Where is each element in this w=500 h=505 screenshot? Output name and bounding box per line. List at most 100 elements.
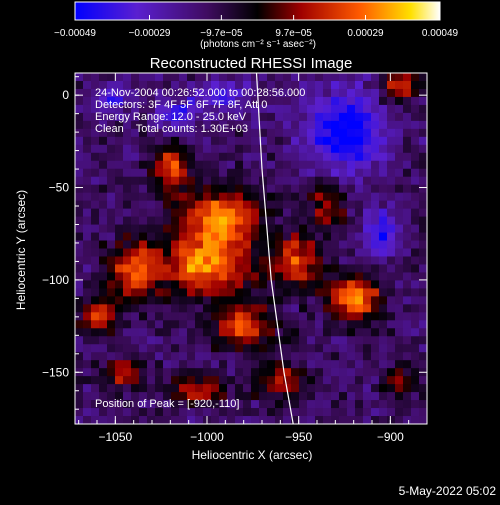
heatmap-cell <box>219 184 228 194</box>
heatmap-cell <box>107 208 116 218</box>
heatmap-cell <box>83 240 92 250</box>
heatmap-cell <box>107 408 116 417</box>
heatmap-cell <box>179 80 188 90</box>
heatmap-cell <box>171 136 180 146</box>
heatmap-cell <box>91 320 100 329</box>
heatmap-cell <box>219 176 228 186</box>
heatmap-cell <box>411 224 420 234</box>
heatmap-cell <box>267 73 276 82</box>
heatmap-cell <box>187 344 196 353</box>
heatmap-cell <box>219 80 228 90</box>
heatmap-cell <box>371 168 380 178</box>
heatmap-cell <box>411 136 420 146</box>
heatmap-cell <box>379 152 388 162</box>
heatmap-cell <box>219 224 228 234</box>
heatmap-cell <box>363 392 372 401</box>
heatmap-cell <box>99 176 108 186</box>
heatmap-cell <box>227 336 236 345</box>
heatmap-cell <box>99 376 108 385</box>
heatmap-cell <box>179 392 188 401</box>
heatmap-cell <box>291 288 300 297</box>
heatmap-cell <box>283 312 292 321</box>
heatmap-cell <box>411 312 420 321</box>
heatmap-cell <box>131 104 140 114</box>
heatmap-cell <box>363 104 372 114</box>
heatmap-cell <box>363 224 372 234</box>
heatmap-cell <box>419 80 427 90</box>
heatmap-cell <box>83 136 92 146</box>
heatmap-cell <box>235 256 244 266</box>
heatmap-cell <box>75 88 84 98</box>
heatmap-cell <box>411 384 420 393</box>
heatmap-cell <box>299 168 308 178</box>
heatmap-cell <box>371 96 380 106</box>
heatmap-cell <box>371 376 380 385</box>
heatmap-cell <box>291 416 300 424</box>
heatmap-cell <box>227 360 236 369</box>
heatmap-cell <box>211 320 220 329</box>
heatmap-cell <box>267 400 276 409</box>
heatmap-cell <box>75 312 84 321</box>
heatmap-cell <box>275 392 284 401</box>
heatmap-cell <box>115 200 124 210</box>
heatmap-cell <box>171 184 180 194</box>
heatmap-cell <box>147 112 156 122</box>
heatmap-cell <box>419 192 427 202</box>
heatmap-cell <box>251 264 260 274</box>
heatmap-cell <box>419 328 427 337</box>
heatmap-cell <box>411 168 420 178</box>
heatmap-cell <box>371 400 380 409</box>
heatmap-cell <box>387 184 396 194</box>
heatmap-cell <box>363 384 372 393</box>
heatmap-cell <box>371 120 380 130</box>
heatmap-cell <box>115 256 124 266</box>
colorbar-tick-label: 0.00029 <box>347 28 384 39</box>
heatmap-cell <box>195 104 204 114</box>
heatmap-cell <box>75 400 84 409</box>
heatmap-cell <box>291 328 300 337</box>
heatmap-cell <box>187 240 196 250</box>
heatmap-cell <box>267 296 276 305</box>
heatmap-cell <box>323 144 332 154</box>
heatmap-cell <box>275 200 284 210</box>
heatmap-cell <box>235 120 244 130</box>
heatmap-cell <box>307 184 316 194</box>
heatmap-cell <box>211 376 220 385</box>
heatmap-cell <box>331 120 340 130</box>
heatmap-cell <box>139 144 148 154</box>
heatmap-cell <box>419 168 427 178</box>
heatmap-cell <box>139 352 148 361</box>
heatmap-cell <box>419 200 427 210</box>
heatmap-cell <box>195 408 204 417</box>
heatmap-cell <box>179 232 188 242</box>
heatmap-cell <box>299 73 308 82</box>
heatmap-cell <box>195 360 204 369</box>
heatmap-cell <box>131 352 140 361</box>
heatmap-cell <box>291 104 300 114</box>
heatmap-cell <box>75 200 84 210</box>
heatmap-cell <box>243 416 252 424</box>
heatmap-cell <box>315 192 324 202</box>
heatmap-cell <box>331 240 340 250</box>
heatmap-cell <box>259 192 268 202</box>
heatmap-cell <box>99 168 108 178</box>
heatmap-cell <box>235 112 244 122</box>
heatmap-cell <box>355 128 364 138</box>
heatmap-cell <box>347 96 356 106</box>
heatmap-cell <box>83 408 92 417</box>
heatmap-cell <box>259 80 268 90</box>
heatmap-cell <box>107 328 116 337</box>
heatmap-cell <box>299 328 308 337</box>
heatmap-cell <box>315 88 324 98</box>
heatmap-cell <box>243 328 252 337</box>
heatmap-cell <box>243 168 252 178</box>
heatmap-cell <box>171 240 180 250</box>
heatmap-cell <box>283 264 292 274</box>
heatmap-cell <box>363 160 372 170</box>
heatmap-cell <box>203 216 212 226</box>
heatmap-cell <box>283 176 292 186</box>
heatmap-cell <box>195 168 204 178</box>
heatmap-cell <box>251 224 260 234</box>
